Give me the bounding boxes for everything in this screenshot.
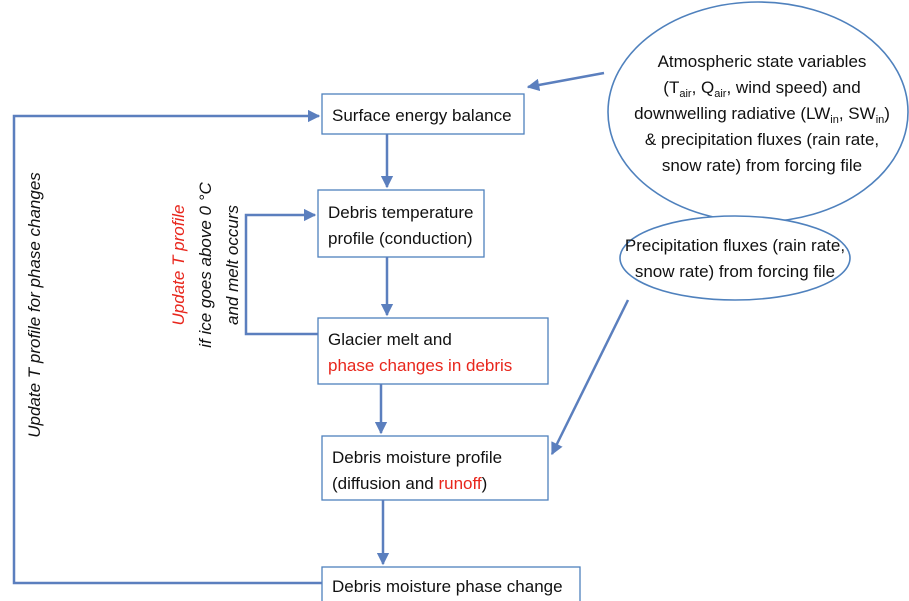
- box-text: Glacier melt and phase changes in debris: [328, 330, 512, 375]
- text-segment: if ice goes above 0 °C: [196, 181, 215, 347]
- arrow: [550, 299, 630, 456]
- text-segment: snow rate) from forcing file: [662, 156, 862, 175]
- text-segment: in: [876, 114, 885, 126]
- text-segment: Debris temperature: [328, 203, 474, 222]
- arrow: [526, 71, 605, 92]
- inner-loop-arrow: [244, 208, 318, 336]
- process-box: [321, 435, 549, 501]
- text-segment: profile (conduction): [328, 229, 473, 248]
- text-segment: Glacier melt and: [328, 330, 452, 349]
- text-segment: , SW: [839, 104, 876, 123]
- text-segment: phase changes in debris: [328, 356, 512, 375]
- text-segment: Update T profile: [169, 205, 188, 326]
- text-segment: (diffusion and: [332, 474, 438, 493]
- text-segment: in: [830, 114, 839, 126]
- text-segment: , wind speed) and: [726, 78, 860, 97]
- forcing-ellipse: [619, 215, 851, 301]
- text-segment: & precipitation fluxes (rain rate,: [645, 130, 879, 149]
- text-segment: Debris moisture profile: [332, 448, 502, 467]
- text-segment: Precipitation fluxes (rain rate,: [625, 236, 845, 255]
- text-segment: air: [714, 88, 727, 100]
- text-segment: Atmospheric state variables: [658, 52, 867, 71]
- process-box: [321, 93, 525, 135]
- outer-loop-arrow: [12, 109, 322, 585]
- box-text: Surface energy balance: [332, 106, 512, 125]
- text-segment: ): [884, 104, 890, 123]
- process-box: [317, 189, 485, 258]
- box-text: Debris temperature profile (conduction): [328, 203, 474, 248]
- text-segment: Surface energy balance: [332, 106, 512, 125]
- loop-label: Update T profile for phase changes: [25, 172, 44, 438]
- process-box: [321, 566, 581, 601]
- text-segment: , Q: [692, 78, 715, 97]
- text-segment: (T: [663, 78, 679, 97]
- box-text: Debris moisture profile (diffusion and ru…: [332, 448, 502, 493]
- text-segment: air: [679, 88, 692, 100]
- process-box: [317, 317, 549, 385]
- text-segment: Debris moisture phase change: [332, 577, 563, 596]
- text-segment: and melt occurs: [223, 205, 242, 325]
- box-text: Debris moisture phase change: [332, 577, 563, 596]
- ellipse-text: Precipitation fluxes (rain rate, snow rat…: [625, 236, 845, 281]
- loop-label: Update T profile if ice goes above 0 °C an…: [169, 181, 242, 347]
- text-segment: runoff: [438, 474, 481, 493]
- ellipse-text: Atmospheric state variables (Tair, Qair, …: [634, 52, 890, 175]
- text-segment: snow rate) from forcing file: [635, 262, 835, 281]
- text-segment: ): [482, 474, 488, 493]
- text-segment: downwelling radiative (LW: [634, 104, 830, 123]
